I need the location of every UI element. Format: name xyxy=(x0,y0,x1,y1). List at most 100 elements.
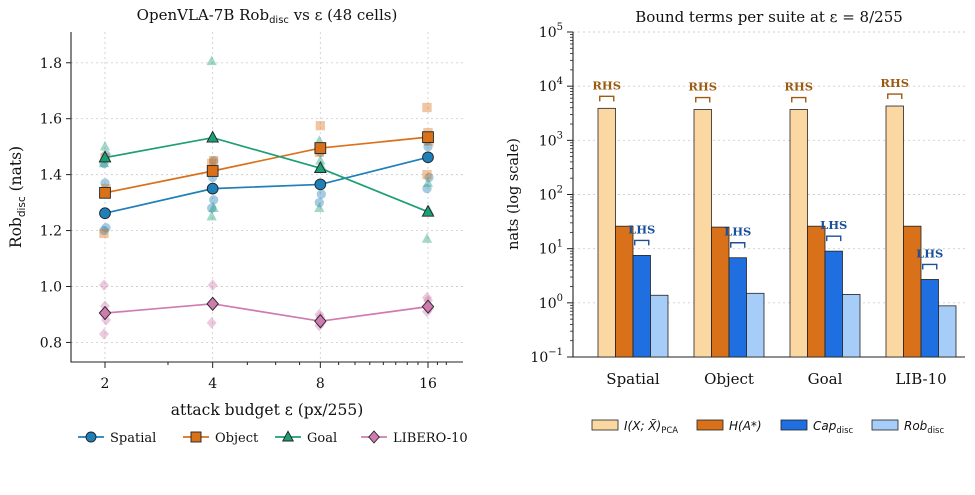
bar xyxy=(824,250,843,358)
cell-point xyxy=(207,279,218,291)
bar xyxy=(728,257,747,358)
legend-label-text: Rob xyxy=(904,419,928,433)
cell-point xyxy=(206,55,217,66)
cell-point xyxy=(316,189,326,199)
y-tick-label: 10−1 xyxy=(530,347,563,366)
y-tick-label: 1.8 xyxy=(40,56,62,72)
bar xyxy=(632,255,651,358)
y-tick-label: 0.8 xyxy=(40,335,62,351)
x-tick-label: Object xyxy=(704,370,754,388)
series-line xyxy=(104,156,429,215)
y-tick-label: 101 xyxy=(539,239,563,258)
cell-point xyxy=(206,317,217,329)
legend-swatch xyxy=(591,419,619,431)
legend-label: Object xyxy=(215,431,259,446)
legend-label: H(A*) xyxy=(729,419,762,433)
legend-marker xyxy=(368,430,380,444)
legend-item-spatial: Spatial xyxy=(78,431,156,446)
rhs-bracket xyxy=(791,96,807,103)
cell-point xyxy=(422,177,434,187)
series-goal xyxy=(98,130,435,217)
y-axis-label: Robdisc (nats) xyxy=(7,146,28,248)
legend-label: LIBERO-10 xyxy=(393,431,468,446)
legend-label: Spatial xyxy=(110,431,156,446)
cell-point xyxy=(98,157,110,168)
y-tick-base: 10 xyxy=(539,188,557,204)
x-tick-label: Spatial xyxy=(606,370,660,388)
bar xyxy=(597,107,616,358)
y-tick-label: 102 xyxy=(539,185,563,204)
cell-point xyxy=(314,197,324,208)
bar-group-object: RHS LHS xyxy=(688,80,765,358)
cell-point xyxy=(209,195,219,205)
bar xyxy=(693,109,712,358)
chart-title: Bound terms per suite at ε = 8/255 xyxy=(635,8,903,26)
bar-group-lib-10: RHS LHS xyxy=(880,76,957,358)
cell-point xyxy=(101,223,111,233)
series-point xyxy=(313,161,327,173)
cell-point xyxy=(209,155,219,166)
legend-item-libero-10: LIBERO-10 xyxy=(361,430,468,446)
rhs-label: RHS xyxy=(592,78,621,92)
legend-marker xyxy=(281,430,295,442)
bar-group-spatial: RHS LHS xyxy=(592,78,669,358)
series-object xyxy=(99,131,434,199)
legend-item-2: Capdisc xyxy=(780,419,854,436)
rhs-bracket xyxy=(599,95,615,102)
series-point xyxy=(422,131,434,144)
series-line xyxy=(104,136,429,213)
y-tick-base: 10 xyxy=(530,350,548,366)
series-point xyxy=(99,207,111,220)
legend-swatch xyxy=(780,419,808,431)
series-point xyxy=(206,182,219,195)
cell-point xyxy=(315,121,325,131)
y-tick-base: 10 xyxy=(539,25,557,41)
y-tick-exponent: 2 xyxy=(557,185,563,196)
series-point xyxy=(206,130,220,143)
rhs-label: RHS xyxy=(688,80,717,94)
x-tick-label: Goal xyxy=(808,370,843,388)
series-point xyxy=(98,305,112,321)
chart-title-subscript: disc xyxy=(269,15,289,26)
cell-point xyxy=(99,228,109,239)
x-axis-label: attack budget ε (px/255) xyxy=(171,401,364,419)
legend-item-goal: Goal xyxy=(275,430,337,446)
series-point xyxy=(314,142,327,154)
y-tick-label: 100 xyxy=(539,293,563,312)
legend-label: Goal xyxy=(307,431,337,446)
y-tick-base: 10 xyxy=(539,133,557,149)
series-point xyxy=(206,165,219,177)
bar xyxy=(789,109,808,358)
series-point xyxy=(314,178,327,191)
series-line xyxy=(104,136,429,194)
legend-marker xyxy=(190,431,202,443)
y-tick-label: 1.4 xyxy=(40,168,62,184)
x-tick-label: 2 xyxy=(101,376,110,392)
cell-point xyxy=(99,225,109,236)
y-tick-base: 10 xyxy=(539,296,557,312)
x-tick-label: LIB-10 xyxy=(895,370,946,388)
legend-label-text: I(X; X̃) xyxy=(624,419,661,433)
lhs-bracket xyxy=(826,235,842,242)
bar xyxy=(807,225,826,358)
cell-point xyxy=(100,314,112,326)
rhs-bracket xyxy=(887,93,903,100)
lhs-bracket xyxy=(922,263,938,270)
bar xyxy=(938,305,957,358)
cells-object xyxy=(99,102,434,239)
series-point xyxy=(99,186,111,199)
series-libero-10 xyxy=(98,296,435,329)
series-spatial xyxy=(99,151,434,220)
y-tick-exponent: −1 xyxy=(548,347,563,358)
bar xyxy=(842,294,861,358)
y-tick-exponent: 3 xyxy=(557,130,563,141)
series-point xyxy=(421,204,435,217)
legend-item-0: I(X; X̃)PCA xyxy=(591,419,678,436)
y-tick-label: 105 xyxy=(539,22,563,41)
y-tick-exponent: 0 xyxy=(557,293,563,304)
y-tick-base: 10 xyxy=(539,242,557,258)
rhs-label: RHS xyxy=(880,76,909,90)
legend-item-3: Robdisc xyxy=(871,419,944,436)
